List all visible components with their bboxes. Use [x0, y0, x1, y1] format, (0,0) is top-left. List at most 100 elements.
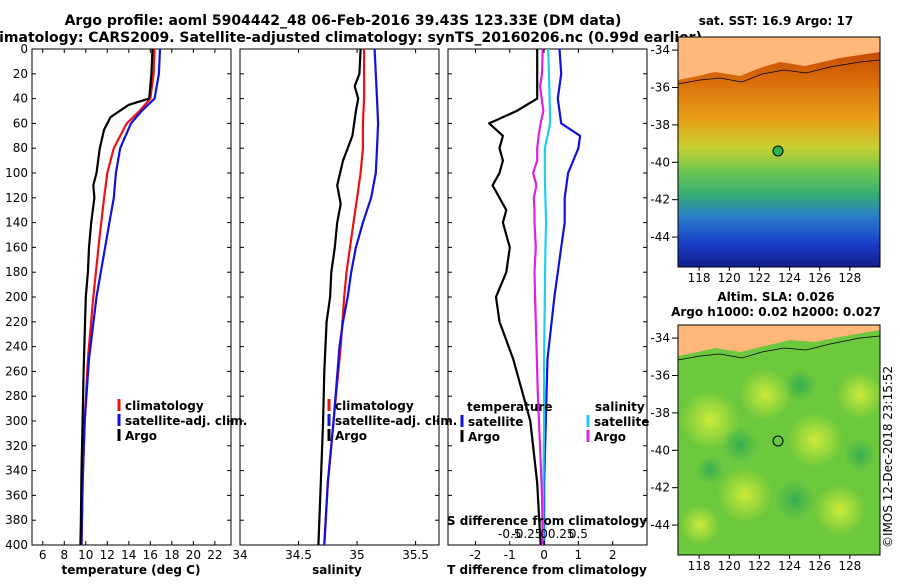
secondary-x-tick-label: 0 [540, 527, 548, 541]
title-line-2: Climatology: CARS2009. Satellite-adjuste… [0, 30, 702, 46]
lon-tick-label: 122 [748, 271, 771, 285]
series-line-s-satellite [542, 49, 552, 545]
x-tick-label: 1 [575, 548, 583, 562]
legend-climatology: climatology [125, 399, 204, 413]
x-tick-label: 14 [121, 548, 136, 562]
depth-tick-label: 160 [5, 240, 28, 254]
argo-location-marker [772, 145, 784, 157]
difference-panel-frame [447, 48, 648, 546]
x-tick-label: 18 [164, 548, 179, 562]
sla-map-frame [677, 324, 881, 556]
title-line-1: Argo profile: aoml 5904442_48 06-Feb-201… [65, 13, 622, 29]
x-tick-label: 35 [349, 548, 364, 562]
x-tick-label: 34 [232, 548, 247, 562]
temperature-legend: climatology satellite-adj. clim. Argo [117, 399, 247, 443]
argo-location-marker [772, 435, 784, 447]
depth-tick-label: 240 [5, 340, 28, 354]
depth-contour [677, 59, 881, 85]
depth-tick-label: 340 [5, 464, 28, 478]
sla-map-title: Altim. SLA: 0.026 [717, 290, 834, 304]
x-tick-label: 8 [60, 548, 68, 562]
depth-tick-label: 360 [5, 488, 28, 502]
depth-tick-label: 20 [13, 67, 28, 81]
legend-title-temperature: temperature [467, 400, 552, 414]
sla-lon-ticks: 118 120 122 124 126 128 [688, 555, 861, 573]
salinity-axis-label: salinity [312, 563, 362, 577]
secondary-x-tick-label: 0.25 [548, 527, 575, 541]
land-mass [678, 37, 880, 80]
depth-tick-label: 300 [5, 414, 28, 428]
lon-tick-label: 124 [778, 559, 801, 573]
legend-t-satellite: satellite [468, 415, 523, 429]
series-line-t-satellite [542, 49, 582, 545]
salinity-x-ticks: 34 34.5 35 35.5 [232, 49, 429, 562]
salinity-legend: climatology satellite-adj. clim. Argo [327, 399, 457, 443]
x-tick-label: -2 [469, 548, 481, 562]
series-line-t-argo [488, 49, 542, 545]
lon-tick-label: 126 [808, 271, 831, 285]
lat-tick-label: -40 [650, 155, 670, 169]
legend-t-argo: Argo [468, 430, 500, 444]
salinity-panel-frame [239, 48, 440, 546]
sla-map [677, 324, 884, 556]
lon-tick-label: 118 [688, 271, 711, 285]
secondary-x-tick-label: 0.5 [569, 527, 588, 541]
depth-tick-label: 60 [13, 116, 28, 130]
x-tick-label: 16 [143, 548, 158, 562]
lon-tick-label: 122 [748, 559, 771, 573]
depth-tick-label: 220 [5, 315, 28, 329]
temperature-x-ticks: 6 8 10 12 14 16 18 20 22 [39, 49, 223, 562]
depth-tick-label: 80 [13, 141, 28, 155]
lat-tick-label: -44 [650, 518, 670, 532]
lat-tick-label: -42 [650, 193, 670, 207]
sst-lat-ticks: -34 -36 -38 -40 -42 -44 [650, 43, 678, 244]
x-tick-label: 0 [540, 548, 548, 562]
lat-tick-label: -36 [650, 80, 670, 94]
depth-tick-label: 100 [5, 166, 28, 180]
sst-map-frame [677, 36, 881, 268]
lat-tick-label: -34 [650, 43, 670, 57]
depth-axis: 0 20 40 60 80 100 120 140 160 180 200 220 240 260 280 3… [5, 42, 647, 552]
x-tick-label: 12 [100, 548, 115, 562]
temperature-axis-label: temperature (deg C) [62, 563, 201, 577]
difference-series [488, 49, 582, 545]
depth-tick-label: 120 [5, 191, 28, 205]
x-tick-label: 6 [39, 548, 47, 562]
lon-tick-label: 128 [838, 271, 861, 285]
depth-tick-label: 400 [5, 538, 28, 552]
legend-title-salinity: salinity [595, 400, 645, 414]
x-tick-label: 20 [186, 548, 201, 562]
sla-lat-ticks: -34 -36 -38 -40 -42 -44 [650, 331, 678, 532]
depth-tick-label: 0 [20, 42, 28, 56]
legend-argo: Argo [335, 429, 367, 443]
credit-text: ©IMOS 12-Dec-2018 23:15:52 [881, 366, 895, 548]
lon-tick-label: 126 [808, 559, 831, 573]
series-line-satellite-adj-clim- [323, 49, 380, 545]
depth-tick-label: 140 [5, 216, 28, 230]
legend-s-argo: Argo [594, 430, 626, 444]
salinity-series [317, 49, 380, 545]
x-tick-label: -1 [504, 548, 516, 562]
x-tick-label: 2 [609, 548, 617, 562]
legend-s-satellite: satellite [594, 415, 649, 429]
lon-tick-label: 118 [688, 559, 711, 573]
s-difference-axis-label: S difference from climatology [447, 514, 647, 528]
sst-map [677, 36, 881, 268]
lon-tick-label: 128 [838, 559, 861, 573]
series-line-argo [79, 49, 154, 545]
lat-tick-label: -36 [650, 368, 670, 382]
lat-tick-label: -42 [650, 481, 670, 495]
legend-satellite-adj: satellite-adj. clim. [335, 414, 457, 428]
lat-tick-label: -34 [650, 331, 670, 345]
secondary-x-tick-label: -0.25 [511, 527, 542, 541]
x-tick-label: 35.5 [402, 548, 429, 562]
depth-tick-label: 260 [5, 364, 28, 378]
lon-tick-label: 120 [718, 559, 741, 573]
series-line-argo [317, 49, 362, 545]
lat-tick-label: -44 [650, 230, 670, 244]
legend-argo: Argo [125, 429, 157, 443]
lat-tick-label: -40 [650, 443, 670, 457]
t-difference-axis-label: T difference from climatology [447, 563, 647, 577]
lat-tick-label: -38 [650, 406, 670, 420]
